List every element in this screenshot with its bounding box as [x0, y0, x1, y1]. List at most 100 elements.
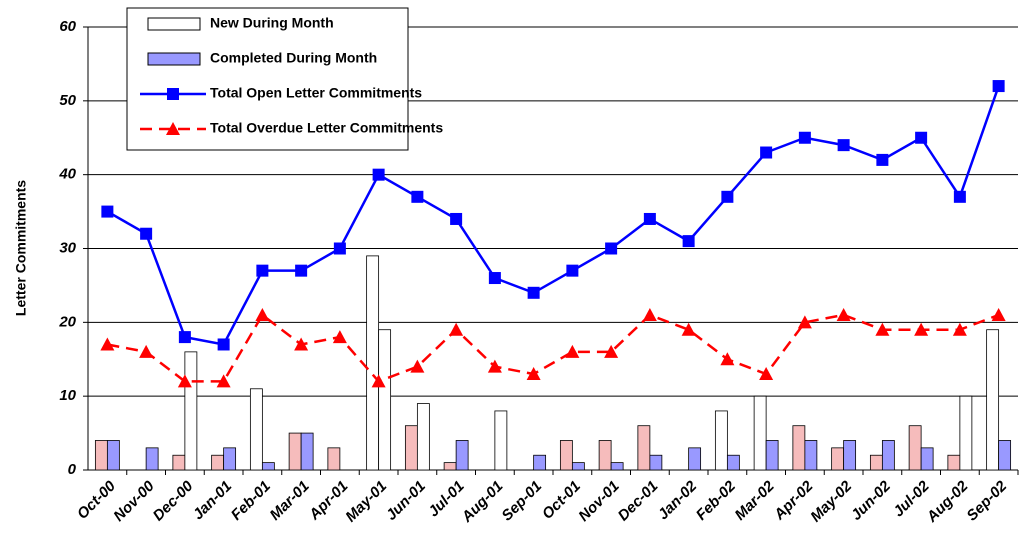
point — [371, 374, 386, 388]
bar — [94, 440, 108, 471]
point — [332, 330, 347, 344]
legend-label: Total Open Letter Commitments — [210, 85, 422, 101]
bar — [211, 454, 225, 471]
bar — [559, 440, 573, 471]
point — [759, 367, 774, 381]
bar — [804, 440, 818, 471]
point — [101, 205, 114, 218]
bar — [920, 447, 934, 471]
legend-marker — [166, 122, 180, 135]
point — [682, 235, 695, 248]
bar — [765, 440, 779, 471]
point — [410, 359, 425, 373]
bar — [366, 255, 380, 471]
point — [953, 190, 966, 203]
bar — [869, 454, 883, 471]
y-tick-label: 40 — [58, 166, 76, 183]
bar — [300, 432, 314, 471]
bar — [288, 432, 302, 471]
point — [333, 242, 346, 255]
point — [526, 367, 541, 381]
y-axis-label: Letter Commitments — [13, 180, 29, 316]
point — [140, 227, 153, 240]
point — [177, 374, 192, 388]
x-tick-label: Dec-00 — [150, 477, 197, 524]
legend: New During Month Completed During Month To… — [126, 7, 443, 151]
point — [604, 344, 619, 358]
point — [255, 307, 270, 321]
bar — [378, 329, 392, 471]
bar — [533, 454, 547, 471]
x-tick-label: Jun-02 — [848, 477, 895, 524]
bar — [327, 447, 341, 471]
point — [449, 322, 464, 336]
point — [216, 374, 231, 388]
y-tick-label: 50 — [59, 92, 76, 109]
legend-label: New During Month — [210, 15, 334, 31]
bar — [443, 462, 457, 471]
bar — [637, 425, 651, 471]
bar — [249, 388, 263, 471]
y-tick-label: 0 — [68, 461, 77, 478]
point — [450, 212, 463, 225]
y-tick-label: 30 — [59, 239, 76, 256]
point — [915, 131, 928, 144]
bar — [959, 395, 973, 471]
point — [605, 242, 618, 255]
x-tick-label: May-01 — [342, 478, 390, 526]
y-tick-label: 60 — [59, 18, 76, 35]
x-tick-label: May-02 — [807, 477, 855, 525]
x-tick-label: Jun-01 — [383, 478, 429, 524]
point — [256, 264, 269, 277]
point — [760, 146, 773, 159]
point — [487, 359, 502, 373]
point — [295, 264, 308, 277]
bar — [986, 329, 1000, 471]
point — [372, 168, 385, 181]
point — [836, 307, 851, 321]
point — [139, 344, 154, 358]
bar — [571, 462, 585, 471]
point — [566, 264, 579, 277]
point — [565, 344, 580, 358]
bar — [649, 454, 663, 471]
point — [876, 153, 889, 166]
point — [411, 190, 424, 203]
x-tick-label: Feb-01 — [228, 478, 274, 524]
point — [952, 322, 967, 336]
bar — [688, 447, 702, 471]
point — [178, 331, 191, 344]
legend-label: Completed During Month — [210, 50, 377, 66]
point — [798, 131, 811, 144]
x-tick-label: Sep-01 — [498, 478, 545, 525]
bar — [184, 351, 198, 471]
point — [217, 338, 230, 351]
point — [914, 322, 929, 336]
point — [527, 286, 540, 299]
x-tick-label: Dec-01 — [615, 478, 662, 525]
bar — [223, 447, 237, 471]
bar — [753, 395, 767, 471]
x-tick-label: Aug-01 — [458, 478, 507, 527]
point — [643, 212, 656, 225]
point — [992, 80, 1005, 93]
line — [106, 85, 1000, 346]
bar — [145, 447, 159, 471]
bar — [494, 410, 508, 471]
bar — [843, 440, 857, 471]
point — [294, 337, 309, 351]
point — [875, 322, 890, 336]
bar — [404, 425, 418, 471]
line — [107, 313, 1000, 383]
x-tick-label: Jan-02 — [655, 477, 701, 523]
bar — [726, 454, 740, 471]
point — [488, 272, 501, 285]
x-tick-label: Nov-00 — [110, 477, 158, 525]
bar — [106, 440, 120, 471]
bar — [598, 440, 612, 471]
x-tick-label: Nov-01 — [575, 478, 622, 525]
bar — [998, 440, 1012, 471]
point — [797, 315, 812, 329]
bar — [831, 447, 845, 471]
